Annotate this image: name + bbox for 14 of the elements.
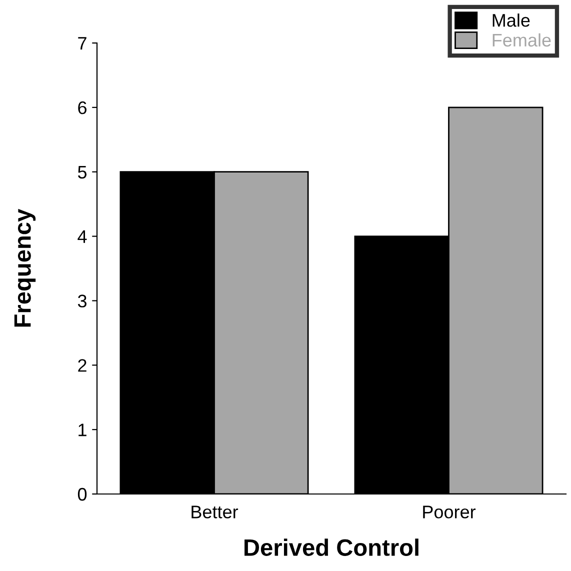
y-axis-title: Frequency	[14, 208, 36, 327]
legend-label: Female	[492, 33, 551, 47]
y-tick-label: 3	[78, 294, 86, 308]
y-tick-label: 7	[78, 37, 86, 50]
y-tick-label: 6	[78, 101, 86, 114]
y-tick-label: 1	[78, 424, 86, 436]
y-tick-label: 0	[78, 488, 87, 501]
y-tick-label: 5	[78, 166, 87, 179]
y-tick-label: 2	[78, 359, 86, 372]
x-axis-title: Derived Control	[244, 538, 418, 556]
x-tick-label: Better	[192, 506, 238, 518]
y-tick-label: 4	[78, 230, 87, 243]
legend-label: Male	[492, 14, 530, 27]
x-tick-label: Poorer	[423, 506, 476, 518]
